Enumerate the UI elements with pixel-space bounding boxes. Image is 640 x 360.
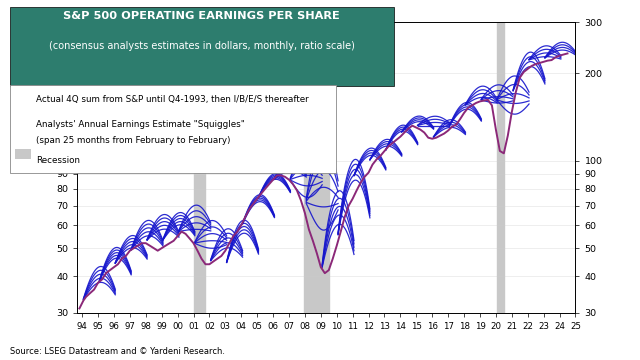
Text: Actual 4Q sum from S&P until Q4-1993, then I/B/E/S thereafter: Actual 4Q sum from S&P until Q4-1993, th… [36,95,308,104]
Text: (consensus analysts estimates in dollars, monthly, ratio scale): (consensus analysts estimates in dollars… [49,41,355,51]
Text: S&P 500 OPERATING EARNINGS PER SHARE: S&P 500 OPERATING EARNINGS PER SHARE [63,11,340,21]
Text: (span 25 months from February to February): (span 25 months from February to Februar… [36,136,230,145]
Text: Source: LSEG Datastream and © Yardeni Research.: Source: LSEG Datastream and © Yardeni Re… [10,347,225,356]
Bar [497,22,504,312]
Text: Recession: Recession [36,156,80,165]
Bar [303,22,329,312]
Text: Analysts' Annual Earnings Estimate "Squiggles": Analysts' Annual Earnings Estimate "Squi… [36,120,244,129]
Bar [193,22,205,312]
